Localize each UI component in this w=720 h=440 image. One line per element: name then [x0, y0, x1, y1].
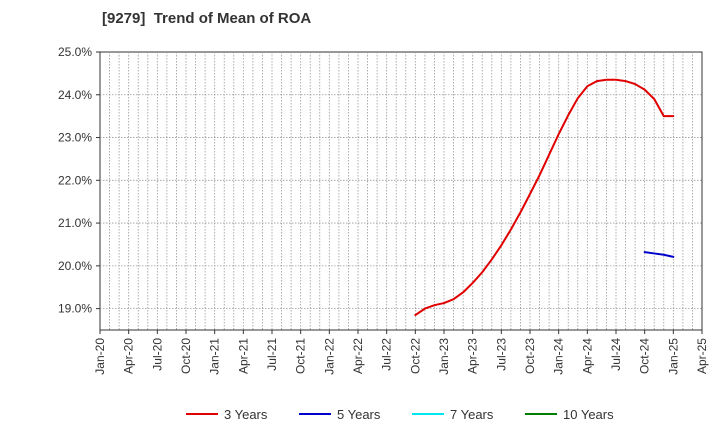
legend-label: 10 Years [563, 407, 614, 422]
series-lines [414, 78, 675, 317]
x-tick-label: Jul-22 [380, 338, 394, 371]
y-tick-label: 22.0% [58, 173, 92, 187]
x-tick-label: Jul-20 [150, 338, 164, 371]
x-tick-label: Jan-20 [93, 338, 107, 375]
x-tick-label: Apr-25 [695, 338, 709, 374]
x-axis-ticks: Jan-20 Apr-20 Jul-20 Oct-20 Jan-21 Apr-21 Jul-… [93, 330, 709, 375]
x-tick-label: Jul-23 [494, 338, 508, 371]
grid-lines [100, 52, 702, 330]
x-tick-label: Jan-23 [437, 338, 451, 375]
x-tick-label: Jan-24 [552, 338, 566, 375]
x-tick-label: Jul-24 [609, 338, 623, 371]
x-tick-label: Jan-21 [208, 338, 222, 375]
x-tick-label: Apr-24 [580, 338, 594, 374]
x-tick-label: Jan-25 [666, 338, 680, 375]
series-line-5-years [643, 251, 675, 258]
y-tick-label: 25.0% [58, 45, 92, 59]
legend: 3 Years 5 Years 7 Years 10 Years [186, 407, 614, 422]
x-tick-label: Apr-22 [351, 338, 365, 374]
y-tick-label: 23.0% [58, 131, 92, 145]
y-tick-label: 21.0% [58, 216, 92, 230]
x-tick-label: Oct-20 [179, 338, 193, 374]
x-tick-label: Jul-21 [265, 338, 279, 371]
chart-title: [9279] Trend of Mean of ROA [102, 10, 312, 27]
x-tick-label: Oct-22 [408, 338, 422, 374]
x-tick-label: Apr-21 [236, 338, 250, 374]
y-tick-label: 24.0% [58, 88, 92, 102]
y-axis-ticks: 19.0% 20.0% 21.0% 22.0% 23.0% 24.0% 25.0% [58, 45, 100, 316]
x-tick-label: Oct-24 [638, 338, 652, 374]
y-tick-label: 19.0% [58, 302, 92, 316]
legend-label: 5 Years [337, 407, 381, 422]
x-tick-label: Apr-20 [122, 338, 136, 374]
x-tick-label: Apr-23 [466, 338, 480, 374]
x-tick-label: Oct-23 [523, 338, 537, 374]
legend-label: 7 Years [450, 407, 494, 422]
x-tick-label: Oct-21 [294, 338, 308, 374]
y-tick-label: 20.0% [58, 259, 92, 273]
legend-label: 3 Years [224, 407, 268, 422]
series-line-3-years [414, 78, 675, 317]
plot-area [99, 51, 703, 331]
x-tick-label: Jan-22 [322, 338, 336, 375]
